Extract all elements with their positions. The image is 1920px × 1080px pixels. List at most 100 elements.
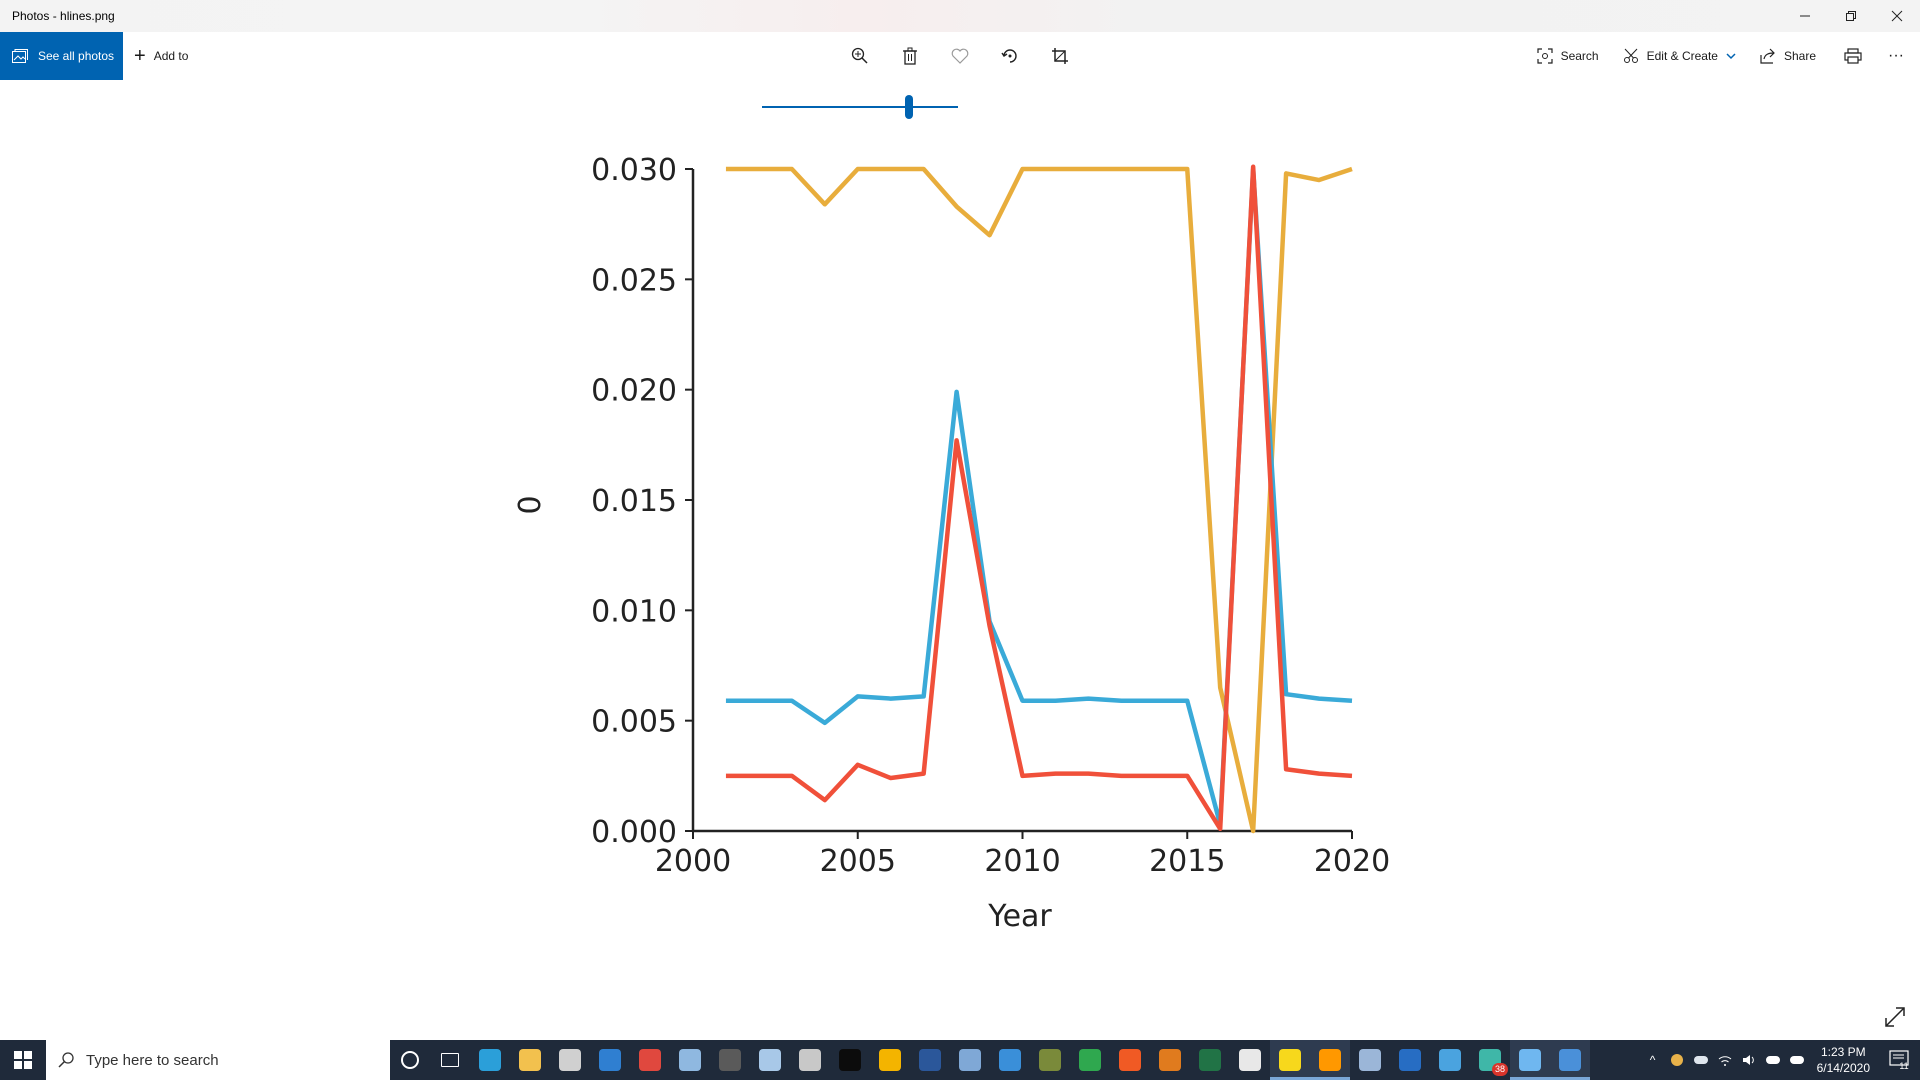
search-icon [58,1052,74,1068]
tray-app-icon[interactable] [1665,1040,1689,1080]
windows-logo-icon [14,1051,32,1069]
y-axis-label: 0 [513,495,548,514]
share-icon [1760,48,1775,64]
network-icon[interactable] [1350,1040,1390,1080]
add-to-label: Add to [153,49,189,63]
scanner-icon[interactable] [790,1040,830,1080]
edit-scissors-icon [1623,48,1638,63]
taskbar: Type here to search 38 ^ 1:23 PM 6/14/20… [0,1040,1920,1080]
delete-icon[interactable] [885,32,935,80]
terminal-icon[interactable] [830,1040,870,1080]
excel-icon[interactable] [1190,1040,1230,1080]
task-view-icon[interactable] [430,1040,470,1080]
r-icon[interactable] [1390,1040,1430,1080]
more-options-icon[interactable]: ··· [1878,32,1920,80]
rocket-icon[interactable] [1230,1040,1270,1080]
search-placeholder: Type here to search [86,1051,219,1069]
edit-create-label: Edit & Create [1646,49,1718,63]
camera-icon[interactable] [1030,1040,1070,1080]
line-chart: 0.000 0.005 0.010 0.015 0.020 0.025 0.030 2000 2… [513,153,1390,934]
search-scan-icon [1536,48,1553,64]
minimize-icon[interactable] [1782,0,1828,32]
clock-time: 1:23 PM [1820,1045,1866,1059]
y-tick-label: 0.015 [591,484,677,519]
zoom-slider[interactable] [762,95,958,119]
zoom-slider-thumb[interactable] [905,95,913,119]
toolbar: See all photos + Add to Search Edit & Cr… [0,32,1920,80]
notepad-icon[interactable] [670,1040,710,1080]
more-label: ··· [1888,47,1904,64]
restore-icon[interactable] [1828,0,1874,32]
taskbar-search-box[interactable]: Type here to search [46,1040,390,1080]
clock-date: 6/14/2020 [1816,1061,1870,1075]
rotate-icon[interactable] [985,32,1035,80]
sticky-notes-icon[interactable] [1270,1040,1310,1080]
y-tick-label: 0.030 [591,153,677,188]
series-line-3 [725,164,1353,832]
volume-icon[interactable] [1737,1040,1761,1080]
onedrive-tray-icon[interactable] [1761,1040,1785,1080]
add-to-button[interactable]: + Add to [134,32,188,80]
sublime-icon[interactable] [1310,1040,1350,1080]
system-tray: ^ 1:23 PM 6/14/2020 11 [1641,1040,1920,1080]
x-tick-label: 2015 [1149,844,1225,879]
notification-count: 11 [1899,1061,1908,1070]
brave-icon[interactable] [1110,1040,1150,1080]
calendar-icon[interactable] [950,1040,990,1080]
clock[interactable]: 1:23 PM 6/14/2020 [1817,1044,1870,1076]
paint-icon[interactable] [750,1040,790,1080]
favorite-icon[interactable] [935,32,985,80]
onedrive-sync-icon[interactable] [1785,1040,1809,1080]
y-tick-label: 0.025 [591,263,677,298]
full-screen-icon[interactable] [1883,1005,1907,1029]
zoom-in-icon[interactable] [835,32,885,80]
crop-icon[interactable] [1035,32,1085,80]
right-tools: Search Edit & Create Share ··· [1525,32,1920,80]
window-controls [1782,0,1920,32]
photos-icon[interactable] [1550,1040,1590,1080]
search-label: Search [1560,49,1599,63]
store-icon[interactable] [1430,1040,1470,1080]
weather-icon[interactable] [870,1040,910,1080]
title-bar: Photos - hlines.png [0,0,1920,32]
file-explorer-icon[interactable] [510,1040,550,1080]
x-tick-label: 2000 [655,844,731,879]
y-tick-label: 0.020 [591,374,677,409]
edit-create-button[interactable]: Edit & Create [1611,32,1748,80]
word-icon[interactable] [910,1040,950,1080]
share-button[interactable]: Share [1748,32,1828,80]
x-tick-label: 2010 [984,844,1060,879]
y-tick-label: 0.005 [591,705,677,740]
chrome-icon[interactable] [630,1040,670,1080]
plus-icon: + [134,45,146,67]
close-icon[interactable] [1874,0,1920,32]
wifi-icon[interactable] [1713,1040,1737,1080]
chevron-up-icon[interactable]: ^ [1649,1053,1656,1067]
print-icon[interactable] [1828,32,1878,80]
x-tick-label: 2005 [820,844,896,879]
cortana-icon[interactable] [390,1040,430,1080]
taskbar-apps: 38 [390,1040,1590,1080]
hummingbird-icon[interactable] [1070,1040,1110,1080]
x-tick-label: 2020 [1314,844,1390,879]
share-label: Share [1783,49,1817,63]
see-all-photos-label: See all photos [38,49,115,63]
mail-icon[interactable] [590,1040,630,1080]
chevron-down-icon [1726,53,1736,60]
action-center-icon[interactable]: 11 [1880,1040,1920,1080]
y-tick-label: 0.010 [591,594,677,629]
app-badge: 38 [1491,1063,1508,1076]
cloud-icon[interactable] [1689,1040,1713,1080]
cloud-app-icon[interactable] [1510,1040,1550,1080]
onedrive-icon[interactable] [990,1040,1030,1080]
photo-collection-icon [12,49,28,63]
see-all-photos-button[interactable]: See all photos [0,32,123,80]
center-tools [835,32,1085,80]
globe-badge-icon[interactable]: 38 [1470,1040,1510,1080]
settings-icon[interactable] [550,1040,590,1080]
basketball-icon[interactable] [1150,1040,1190,1080]
start-button[interactable] [0,1040,46,1080]
edge-icon[interactable] [470,1040,510,1080]
calculator-icon[interactable] [710,1040,750,1080]
search-button[interactable]: Search [1525,32,1611,80]
